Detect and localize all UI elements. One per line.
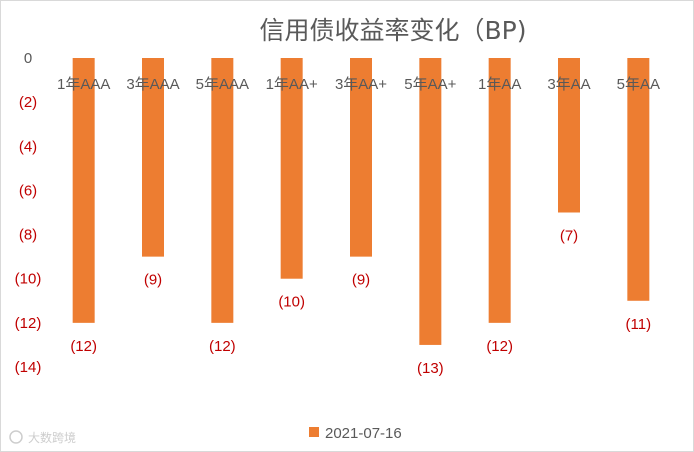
bar xyxy=(627,58,650,301)
bars xyxy=(72,58,650,345)
bar xyxy=(142,58,164,257)
legend-swatch xyxy=(309,427,319,437)
chart-title: 信用债收益率变化（BP) xyxy=(260,16,527,45)
category-label: 3年AA xyxy=(547,76,590,93)
category-label: 1年AAA xyxy=(57,76,110,93)
category-label: 3年AAA xyxy=(126,76,179,93)
y-tick-label: 0 xyxy=(24,50,32,67)
y-tick-label: (8) xyxy=(19,227,37,244)
y-tick-label: (6) xyxy=(19,182,37,199)
y-tick-label: (4) xyxy=(19,138,37,155)
category-label: 1年AA+ xyxy=(266,76,318,93)
legend-label: 2021-07-16 xyxy=(325,425,402,442)
legend: 2021-07-16 xyxy=(309,425,402,442)
watermark-logo-icon xyxy=(9,430,23,444)
data-label: (7) xyxy=(560,228,578,245)
bar xyxy=(419,58,442,345)
data-label: (9) xyxy=(352,272,370,289)
data-labels: (12) (9) (12) (10) (9) (13) (12) (7) (11) xyxy=(70,228,651,377)
watermark: 大数跨境 xyxy=(9,430,76,445)
bar xyxy=(488,58,511,323)
bar xyxy=(280,58,303,279)
data-label: (12) xyxy=(70,338,97,355)
bar xyxy=(72,58,95,323)
y-tick-label: (2) xyxy=(19,94,37,111)
category-label: 5年AA+ xyxy=(404,76,456,93)
data-label: (10) xyxy=(278,294,305,311)
bar xyxy=(211,58,234,323)
data-label: (11) xyxy=(626,316,652,333)
category-label: 1年AA xyxy=(478,76,521,93)
category-label: 3年AA+ xyxy=(335,76,387,93)
y-axis-ticks: 0 (2) (4) (6) (8) (10) (12) (14) xyxy=(15,50,42,376)
y-tick-label: (14) xyxy=(15,359,42,376)
data-label: (13) xyxy=(417,360,444,377)
category-label: 5年AAA xyxy=(196,76,249,93)
y-tick-label: (10) xyxy=(15,271,42,288)
bar xyxy=(558,58,580,213)
data-label: (12) xyxy=(486,338,513,355)
y-tick-label: (12) xyxy=(15,315,42,332)
category-labels: 1年AAA 3年AAA 5年AAA 1年AA+ 3年AA+ 5年AA+ 1年AA 3年AA 5年… xyxy=(57,76,660,93)
data-label: (9) xyxy=(144,272,162,289)
category-label: 5年AA xyxy=(617,76,660,93)
bar xyxy=(350,58,372,257)
data-label: (12) xyxy=(209,338,236,355)
watermark-text: 大数跨境 xyxy=(28,430,76,445)
